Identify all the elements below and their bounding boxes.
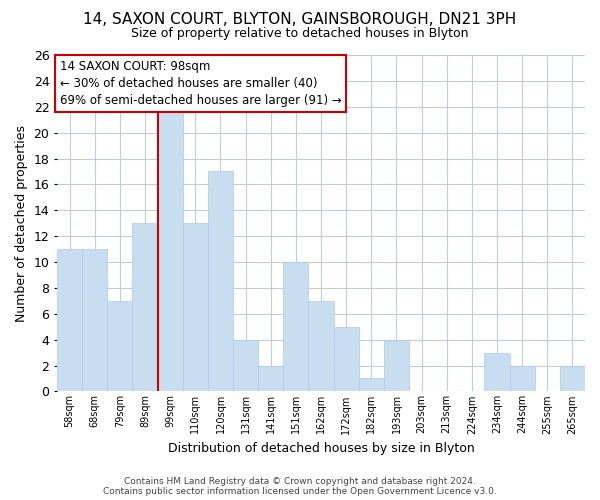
Text: Contains HM Land Registry data © Crown copyright and database right 2024.: Contains HM Land Registry data © Crown c… [124,477,476,486]
Y-axis label: Number of detached properties: Number of detached properties [15,124,28,322]
Bar [384,340,409,392]
Bar [57,249,82,392]
Text: 14 SAXON COURT: 98sqm
← 30% of detached houses are smaller (40)
69% of semi-deta: 14 SAXON COURT: 98sqm ← 30% of detached … [60,60,341,107]
Bar [107,301,133,392]
Bar [208,172,233,392]
Bar [484,352,509,392]
Bar [82,249,107,392]
Bar [560,366,585,392]
Bar [133,223,158,392]
Text: 14, SAXON COURT, BLYTON, GAINSBOROUGH, DN21 3PH: 14, SAXON COURT, BLYTON, GAINSBOROUGH, D… [83,12,517,28]
X-axis label: Distribution of detached houses by size in Blyton: Distribution of detached houses by size … [167,442,475,455]
Bar [233,340,258,392]
Bar [183,223,208,392]
Bar [308,301,334,392]
Bar [283,262,308,392]
Bar [509,366,535,392]
Bar [359,378,384,392]
Bar [158,107,183,392]
Bar [258,366,283,392]
Text: Contains public sector information licensed under the Open Government Licence v3: Contains public sector information licen… [103,487,497,496]
Bar [334,326,359,392]
Text: Size of property relative to detached houses in Blyton: Size of property relative to detached ho… [131,28,469,40]
